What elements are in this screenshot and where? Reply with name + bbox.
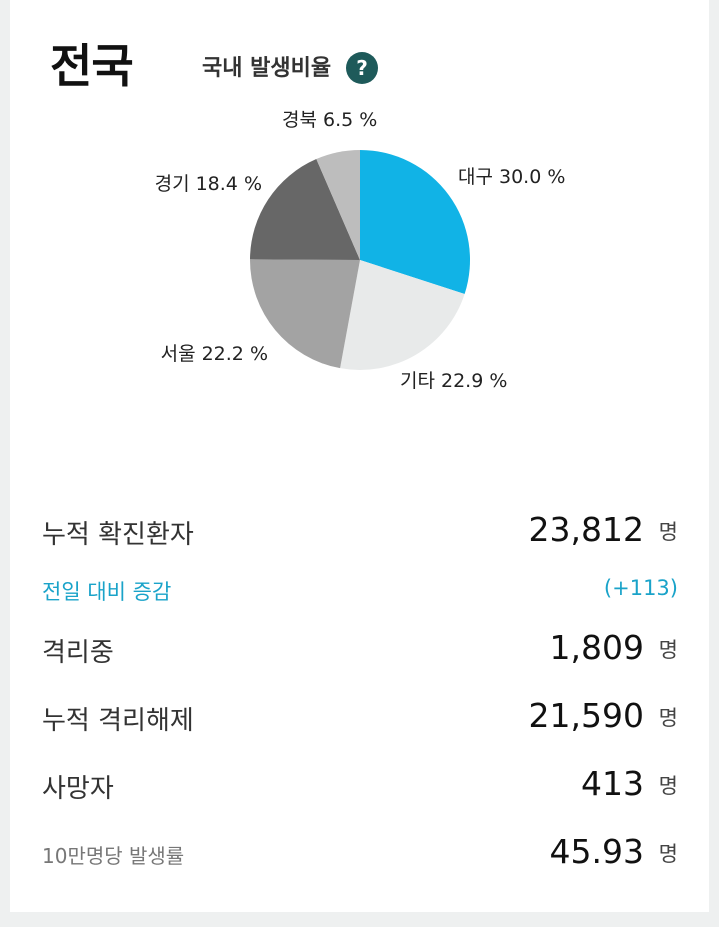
pie-slice-label: 기타 22.9 % (400, 370, 507, 392)
stat-value: 413 (581, 764, 644, 803)
stat-unit: 명 (658, 638, 678, 662)
stat-value: 45.93 (549, 832, 644, 871)
pie-slice-5 (316, 150, 360, 260)
pie-slice-2 (340, 260, 465, 371)
stat-label: 사망자 (42, 774, 114, 804)
stat-label: 누적 확진환자 (42, 520, 194, 550)
stat-unit: 명 (658, 520, 678, 544)
pie-slice-4 (250, 159, 360, 260)
pie-slice-3 (249, 259, 360, 369)
stat-value: 23,812 (528, 510, 644, 549)
region-title: 전국 (50, 39, 134, 93)
pie-slice-1 (360, 150, 471, 294)
stat-label: 누적 격리해제 (42, 706, 194, 736)
stat-value: (+113) (603, 576, 678, 600)
pie-slice-label: 경북 6.5 % (282, 109, 377, 131)
pie-slice-label: 경기 18.4 % (155, 173, 262, 195)
stat-label: 10만명당 발생률 (42, 844, 185, 868)
stat-label: 격리중 (42, 638, 114, 668)
stat-value: 1,809 (549, 628, 644, 667)
stat-unit: 명 (658, 706, 678, 730)
stat-label: 전일 대비 증감 (42, 580, 172, 604)
status-card: 전국 국내 발생비율 ? 대구 30.0 % 기타 22.9 % 서울 22.2 %… (10, 0, 709, 912)
domestic-ratio-label: 국내 발생비율 (202, 56, 332, 81)
pie-slice-label: 서울 22.2 % (161, 343, 268, 365)
stat-value: 21,590 (528, 696, 644, 735)
pie-slice-label: 대구 30.0 % (458, 166, 565, 188)
help-icon[interactable]: ? (346, 52, 378, 84)
stat-unit: 명 (658, 842, 678, 866)
pie-chart: 대구 30.0 % 기타 22.9 % 서울 22.2 % 경기 18.4 % 경북 6… (155, 109, 566, 392)
stat-unit: 명 (658, 774, 678, 798)
